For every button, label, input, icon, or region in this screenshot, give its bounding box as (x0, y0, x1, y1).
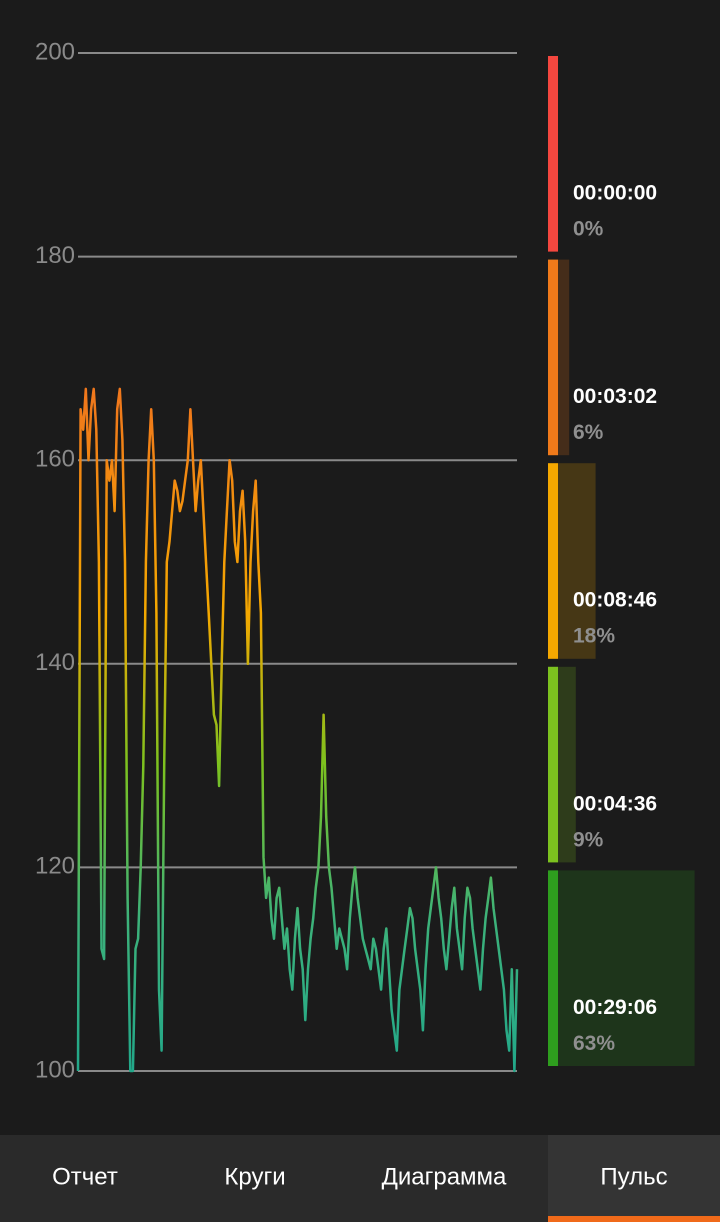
zones: 00:00:00 0% 00:03:02 6% 00:08:46 18% 00:04:36 9… (548, 56, 695, 1066)
zone-color (548, 463, 558, 659)
selected-tab-bg (548, 1135, 720, 1222)
zone-color (548, 259, 558, 456)
selected-tab-indicator (548, 1216, 720, 1222)
zone-time: 00:08:46 (573, 589, 657, 612)
zone-time: 00:00:00 (573, 182, 657, 205)
zone-percent: 0% (573, 218, 604, 241)
zone-percent: 6% (573, 421, 604, 444)
zone-color (548, 870, 558, 1066)
y-tick-label: 200 (35, 38, 75, 65)
y-tick-label: 140 (35, 649, 75, 676)
zone-percent: 63% (573, 1032, 615, 1055)
y-tick-label: 180 (35, 242, 75, 269)
zone-color (548, 56, 558, 252)
zone-percent: 18% (573, 625, 615, 648)
zone-time: 00:29:06 (573, 996, 657, 1019)
tab[interactable]: Круги (224, 1163, 285, 1190)
tab[interactable]: Отчет (52, 1163, 118, 1190)
y-tick-label: 100 (35, 1056, 75, 1083)
tab[interactable]: Пульс (600, 1163, 667, 1190)
zone-time: 00:03:02 (573, 385, 657, 408)
y-tick-label: 120 (35, 853, 75, 880)
tabs: Отчет Круги Диаграмма Пульс (52, 1135, 720, 1222)
zone-share-bar (548, 870, 695, 1066)
heart-rate-chart: 100 120 140 160 180 200 (35, 38, 519, 1083)
tab[interactable]: Диаграмма (382, 1163, 507, 1190)
zone-time: 00:04:36 (573, 792, 657, 815)
heart-rate-line (76, 387, 519, 1073)
zone-color (548, 666, 558, 863)
zone-percent: 9% (573, 828, 604, 851)
y-tick-label: 160 (35, 446, 75, 473)
